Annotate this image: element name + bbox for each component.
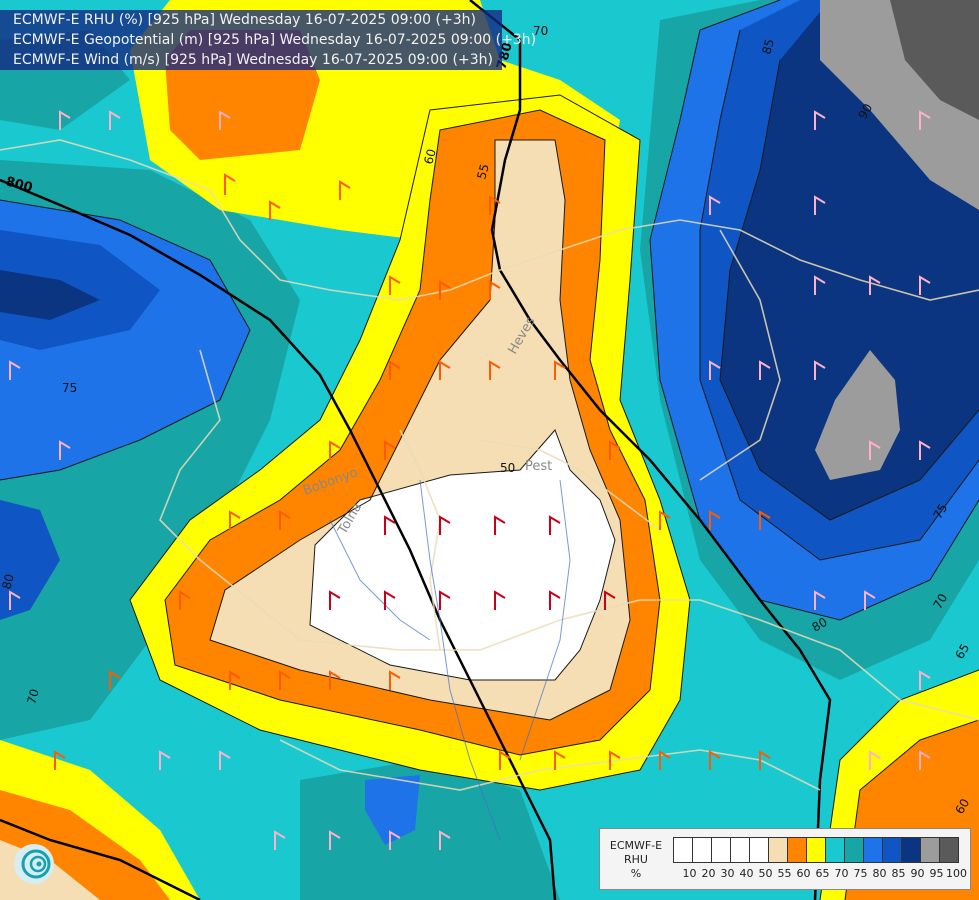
legend-swatch-70 bbox=[826, 838, 845, 862]
legend-ticks: 10 20 30 40 50 55 60 65 70 75 80 85 90 95 100 bbox=[680, 867, 968, 880]
legend-tick-label: 85 bbox=[891, 867, 906, 880]
legend-tick-label: 10 bbox=[682, 867, 697, 880]
legend-title: ECMWF-E RHU % bbox=[603, 839, 669, 881]
legend-swatch-65 bbox=[807, 838, 826, 862]
legend-tick-label: 50 bbox=[758, 867, 773, 880]
svg-text:90: 90 bbox=[855, 101, 875, 121]
legend-swatch-40 bbox=[731, 838, 750, 862]
legend-swatch-100 bbox=[940, 838, 958, 862]
title-wind: ECMWF-E Wind (m/s) [925 hPa] Wednesday 1… bbox=[13, 52, 493, 68]
legend-tick-label: 60 bbox=[796, 867, 811, 880]
legend-swatch-10 bbox=[674, 838, 693, 862]
svg-text:60: 60 bbox=[952, 796, 972, 816]
legend-model: ECMWF-E bbox=[609, 839, 663, 852]
svg-text:85: 85 bbox=[759, 37, 776, 55]
svg-text:75: 75 bbox=[62, 381, 77, 395]
legend-tick-label: 65 bbox=[815, 867, 830, 880]
svg-text:80: 80 bbox=[810, 615, 830, 635]
legend-swatch-50 bbox=[750, 838, 769, 862]
legend-swatch-85 bbox=[883, 838, 902, 862]
legend-tick-label: 20 bbox=[701, 867, 716, 880]
legend-variable: RHU bbox=[624, 853, 648, 866]
svg-text:800: 800 bbox=[4, 174, 34, 196]
color-legend: ECMWF-E RHU % 10 20 30 40 50 55 60 65 70 75 80 85 90… bbox=[599, 828, 971, 890]
svg-text:70: 70 bbox=[24, 687, 41, 705]
legend-swatch-30 bbox=[712, 838, 731, 862]
legend-tick-label: 40 bbox=[739, 867, 754, 880]
wind-barbs bbox=[9, 110, 931, 850]
place-label-pest: Pest bbox=[525, 459, 552, 474]
rh-band-90-west bbox=[0, 270, 100, 320]
legend-tick-label: 70 bbox=[834, 867, 849, 880]
rh-band-100-northeast bbox=[890, 0, 979, 120]
rh-band-50-central bbox=[310, 430, 615, 680]
legend-swatch-90 bbox=[902, 838, 921, 862]
svg-text:80: 80 bbox=[0, 572, 17, 590]
legend-swatch-20 bbox=[693, 838, 712, 862]
legend-swatch-75 bbox=[845, 838, 864, 862]
rh-contour-labels: 70 85 90 60 55 75 50 80 70 65 60 75 70 8… bbox=[0, 24, 972, 817]
legend-tick-label: 80 bbox=[872, 867, 887, 880]
legend-swatch-80 bbox=[864, 838, 883, 862]
rivers bbox=[329, 479, 571, 841]
map-title-box: ECMWF-E RHU (%) [925 hPa] Wednesday 16-0… bbox=[0, 10, 537, 70]
legend-swatches bbox=[673, 837, 959, 863]
svg-text:55: 55 bbox=[474, 162, 491, 180]
title-geopotential: ECMWF-E Geopotential (m) [925 hPa] Wedne… bbox=[13, 32, 537, 48]
legend-tick-label: 100 bbox=[946, 867, 967, 880]
legend-tick-label: 95 bbox=[929, 867, 944, 880]
legend-unit: % bbox=[630, 867, 642, 880]
svg-text:70: 70 bbox=[533, 24, 548, 38]
ecmwf-logo-icon bbox=[14, 844, 54, 884]
rh-band-80-south bbox=[365, 775, 420, 845]
title-rhu: ECMWF-E RHU (%) [925 hPa] Wednesday 16-0… bbox=[13, 12, 476, 28]
svg-text:75: 75 bbox=[930, 501, 950, 521]
rh-band-80-west-small bbox=[0, 500, 60, 620]
legend-swatch-95 bbox=[921, 838, 940, 862]
borders bbox=[0, 139, 979, 791]
geopotential-contours bbox=[0, 0, 832, 900]
svg-text:65: 65 bbox=[952, 641, 972, 661]
legend-tick-label: 75 bbox=[853, 867, 868, 880]
legend-swatch-60 bbox=[788, 838, 807, 862]
legend-swatch-55 bbox=[769, 838, 788, 862]
svg-text:70: 70 bbox=[930, 591, 950, 611]
legend-tick-label: 55 bbox=[777, 867, 792, 880]
legend-tick-label: 30 bbox=[720, 867, 735, 880]
legend-tick-label: 90 bbox=[910, 867, 925, 880]
svg-text:50: 50 bbox=[500, 461, 515, 475]
svg-text:60: 60 bbox=[421, 147, 438, 165]
